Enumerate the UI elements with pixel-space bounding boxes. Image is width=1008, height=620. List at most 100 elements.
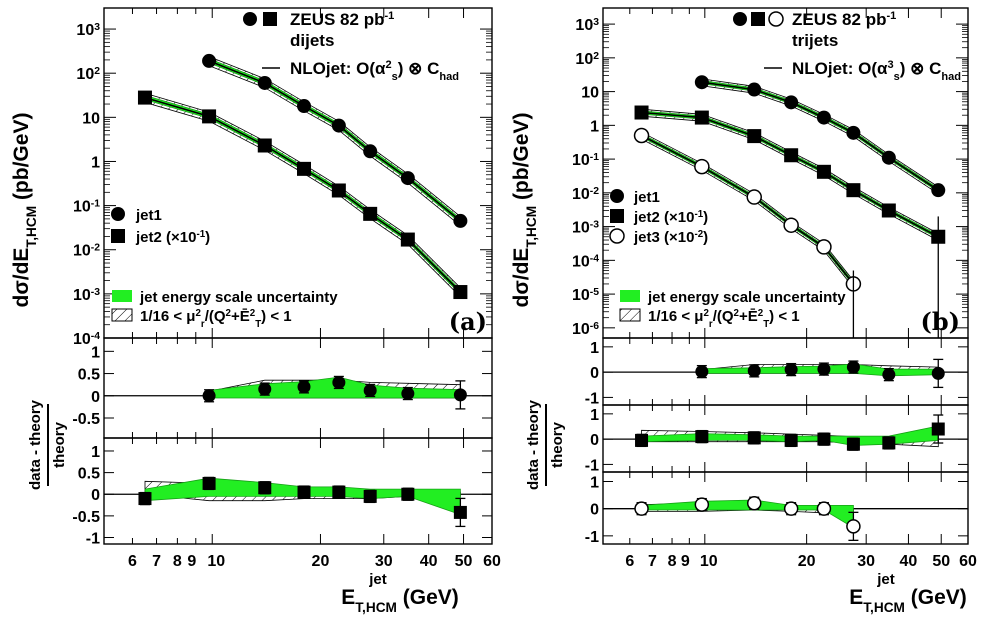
legend-scale-variation-part: ) < 1 [261,308,291,325]
ratio-y-tick-label: 0 [590,365,599,382]
data-point-jet1 [694,75,709,90]
legend-theory: NLOjet: O(α3s) ⊗ Chad [792,59,961,83]
data-point-jet3 [816,239,832,255]
legend-marker-data [263,12,277,26]
main-y-tick-label: 10-1 [73,198,100,216]
main-y-tick-label: 102 [575,50,599,68]
main-y-tick-label-part: -3 [590,219,599,230]
data-point-jet1 [816,110,831,125]
legend-marker-data [733,12,747,26]
data-point-jet2 [453,285,468,300]
ratio-y-tick-label: -1 [86,531,100,548]
legend-hatch-swatch [619,308,641,322]
x-axis-title-part: (GeV) [905,586,967,609]
x-axis-title-part: T,HCM [863,600,905,615]
x-tick-label: 50 [455,553,473,570]
data-point-jet2 [363,206,378,221]
x-tick-label: 7 [648,553,657,570]
ratio-y-tick-label: 1 [590,340,599,357]
ratio-y-tick-label: 0.5 [78,466,100,483]
main-y-tick-label: 103 [575,17,599,34]
main-y-tick-label: 10 [581,85,599,102]
ratio-point-jet2 [882,436,896,450]
ratio-y-tick-label: 1 [590,407,599,424]
ratio-point-jet2 [258,481,272,495]
ratio-point-jet2 [635,433,649,447]
x-tick-label: 30 [375,553,393,570]
main-y-tick-label-part: 2 [94,66,100,77]
legend-jet2-part: ) [703,209,708,226]
main-y-tick-label: 10-4 [572,253,599,271]
ratio-point-jet1 [258,382,272,396]
legend-jet3-part: jet3 (×10 [633,229,694,246]
y-axis-title: dσ/dET,HCM (pb/GeV) [510,113,539,308]
ratio-point-jet1 [747,364,761,378]
x-axis-title-part: E [849,586,863,609]
legend-theory-part: NLOjet: O(α [792,59,888,78]
legend-sample: trijets [792,31,838,50]
ratio-point-jet2 [332,485,346,499]
x-tick-label: 20 [798,553,816,570]
x-axis-title-sup: jet [368,571,387,588]
legend-marker-jet3 [609,228,625,244]
ratio-point-jet1 [297,380,311,394]
main-y-tick-label-part: 2 [593,50,599,61]
data-point-jet1 [202,53,217,68]
legend-experiment-part: -1 [384,10,394,22]
legend-jet1: jet1 [135,207,162,224]
data-point-jet1 [846,125,861,140]
y-axis-title-part: (pb/GeV) [510,113,533,206]
ratio-y-tick-label: 1 [91,444,100,461]
legend-scale-variation-part: 2 [734,308,740,319]
x-tick-label: 60 [959,553,977,570]
legend-band-swatch [620,290,640,302]
ratio-y-tick-label: 1 [91,344,100,361]
main-y-tick-label-part: 10 [73,331,91,348]
main-y-tick-label-part: -2 [590,185,599,196]
legend-scale-variation-part: /(Q [713,308,734,325]
x-axis-title: ET,HCM (GeV) [341,586,459,615]
theory-curve-jet2 [144,96,461,293]
ratio-y-tick-label: -0.5 [72,509,100,526]
x-tick-label: 50 [932,553,950,570]
main-y-tick-label-part: 1 [590,118,599,135]
main-y-tick-label: 1 [91,154,100,171]
main-y-tick-label-part: 1 [91,154,100,171]
x-tick-label: 7 [152,553,161,570]
data-point-jet2 [297,161,312,176]
legend-scale-variation-part: +Ē [231,308,250,325]
ratio-point-jet3 [783,501,799,516]
main-y-tick-label-part: -5 [590,287,599,298]
ratio-plot-frame [103,437,493,545]
main-y-tick-label: 103 [76,22,100,40]
x-tick-label: 10 [700,553,718,570]
main-y-tick-label: 10-3 [572,219,599,237]
legend-jet3: jet3 (×10-2) [633,229,708,247]
legend-marker-jet1 [610,189,624,203]
energy-scale-band [144,94,461,296]
data-point-jet3 [783,217,799,233]
ratio-point-jet1 [817,362,831,376]
legend-jet2: jet2 (×10-1) [135,229,210,247]
legend-scale-variation: 1/16 < μ2r/(Q2+Ē2T) < 1 [648,308,800,330]
main-y-tick-label-part: -1 [91,198,100,209]
ratio-y-title-den: theory [51,421,68,468]
main-y-tick-label-part: 10 [572,186,590,203]
legend-theory-part: had [941,71,961,83]
legend-scale-variation-part: 2 [250,308,256,319]
y-axis-title-part: T,HCM [24,206,39,248]
ratio-point-jet3 [634,501,649,516]
ratio-point-jet2 [747,431,761,445]
legend-jet2: jet2 (×10-1) [633,209,708,227]
ratio-y-tick-label: 0 [91,487,100,504]
main-y-tick-label-part: -2 [91,242,100,253]
legend-scale-variation-part: r [709,319,713,330]
data-point-jet2 [400,232,415,247]
legend-jet1: jet1 [633,189,660,206]
data-point-jet1 [257,75,272,90]
legend-jet2-part: jet2 (×10 [633,209,694,226]
legend-theory-part: 3 [887,59,893,71]
data-point-jet3 [746,189,762,205]
ratio-y-tick-label: -0.5 [72,411,100,428]
